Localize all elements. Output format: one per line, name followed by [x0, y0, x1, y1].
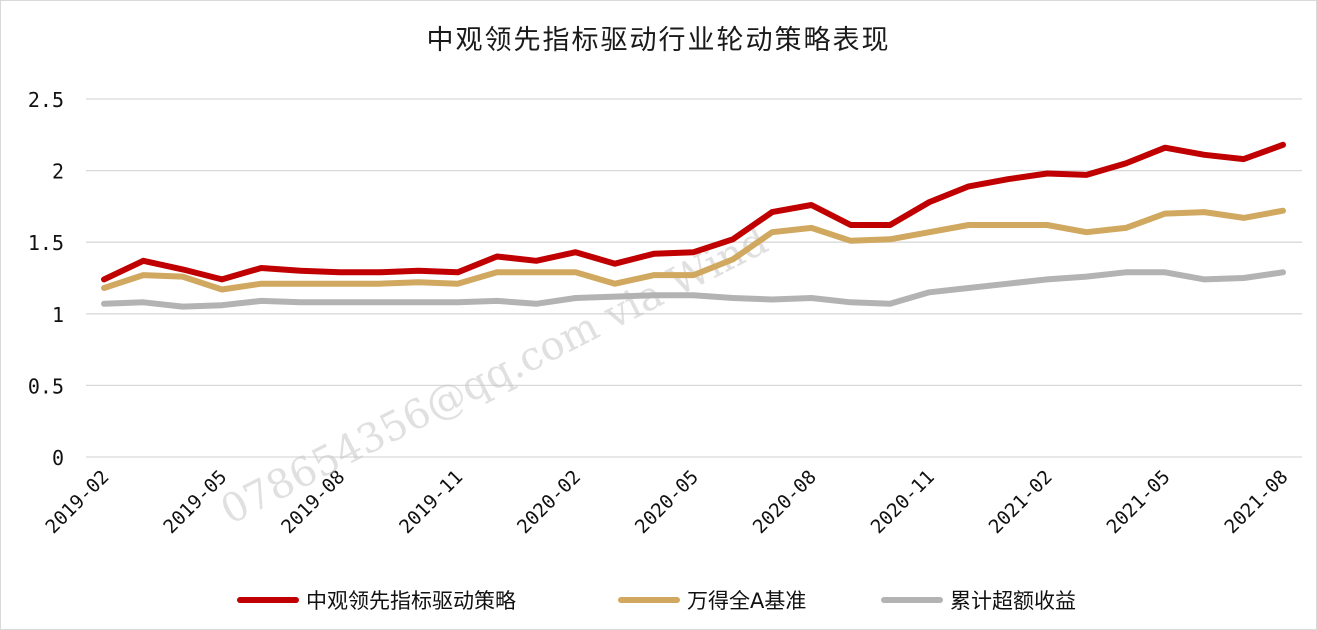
x-tick-label: 2021-08	[1220, 466, 1292, 538]
y-tick-label: 2.5	[28, 88, 64, 112]
legend-label: 万得全A基准	[687, 589, 806, 613]
y-axis-ticks: 0 0.5 1 1.5 2 2.5	[28, 88, 64, 470]
series-lines	[101, 141, 1286, 310]
y-tick-label: 1	[52, 303, 64, 327]
series-line-0	[101, 141, 1286, 283]
series-line-2	[101, 269, 1286, 310]
gridlines	[86, 98, 1302, 458]
legend-label: 累计超额收益	[950, 589, 1076, 613]
x-tick-label: 2020-11	[867, 466, 939, 538]
x-tick-label: 2019-11	[395, 466, 467, 538]
y-tick-label: 0	[52, 446, 64, 470]
x-tick-label: 2021-05	[1102, 466, 1174, 538]
x-tick-label: 2020-02	[513, 466, 585, 538]
x-tick-label: 2020-08	[749, 466, 821, 538]
chart-title: 中观领先指标驱动行业轮动策略表现	[426, 25, 891, 56]
x-tick-label: 2021-02	[985, 466, 1057, 538]
legend-label: 中观领先指标驱动策略	[306, 589, 516, 613]
series-line-1	[101, 207, 1286, 293]
x-tick-label: 2020-05	[631, 466, 703, 538]
y-tick-label: 1.5	[28, 231, 64, 255]
legend: 中观领先指标驱动策略 万得全A基准 累计超额收益	[237, 589, 1076, 613]
y-tick-label: 0.5	[28, 374, 64, 398]
y-tick-label: 2	[52, 160, 64, 184]
x-tick-label: 2019-02	[41, 466, 113, 538]
